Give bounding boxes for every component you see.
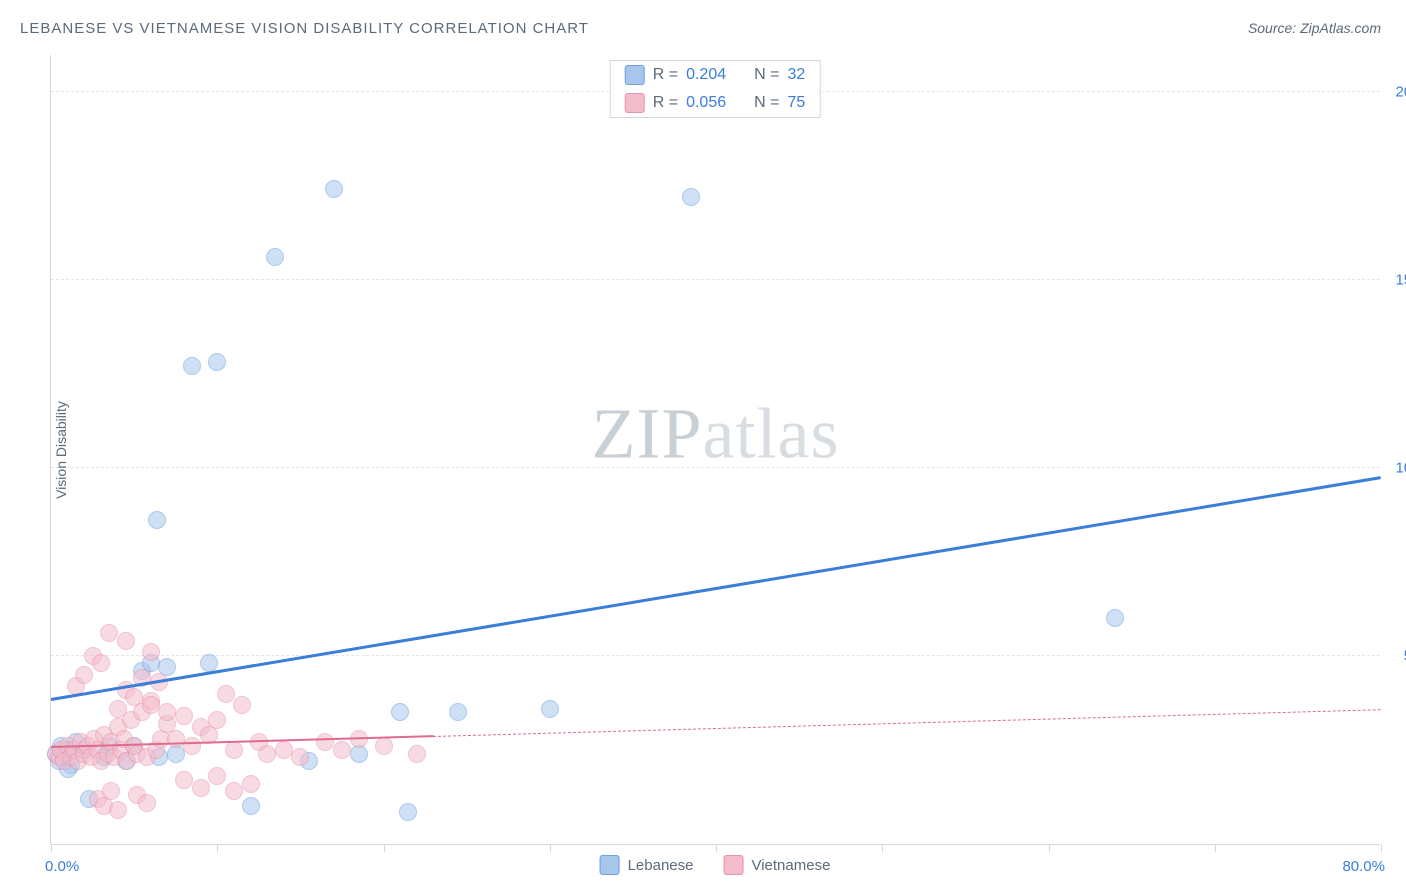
trend-line bbox=[51, 476, 1381, 701]
data-point bbox=[333, 741, 351, 759]
gridline bbox=[51, 655, 1380, 656]
data-point bbox=[1106, 609, 1124, 627]
series-legend: Lebanese Vietnamese bbox=[600, 855, 831, 875]
legend-swatch bbox=[600, 855, 620, 875]
data-point bbox=[233, 696, 251, 714]
data-point bbox=[399, 803, 417, 821]
stat-r-value: 0.204 bbox=[686, 66, 726, 84]
data-point bbox=[217, 685, 235, 703]
legend-swatch bbox=[625, 65, 645, 85]
stat-n-label: N = bbox=[754, 94, 779, 112]
data-point bbox=[125, 688, 143, 706]
y-axis-label: Vision Disability bbox=[53, 401, 69, 499]
x-tick bbox=[716, 844, 717, 852]
watermark: ZIPatlas bbox=[592, 392, 840, 475]
data-point bbox=[117, 632, 135, 650]
trend-line-dashed bbox=[433, 709, 1381, 737]
data-point bbox=[266, 248, 284, 266]
data-point bbox=[208, 767, 226, 785]
series-legend-item: Vietnamese bbox=[723, 855, 830, 875]
data-point bbox=[208, 353, 226, 371]
data-point bbox=[92, 654, 110, 672]
data-point bbox=[449, 703, 467, 721]
watermark-bold: ZIP bbox=[592, 393, 703, 473]
data-point bbox=[183, 737, 201, 755]
stat-r-label: R = bbox=[653, 66, 678, 84]
data-point bbox=[291, 748, 309, 766]
y-tick-label: 10.0% bbox=[1395, 459, 1406, 476]
data-point bbox=[167, 730, 185, 748]
data-point bbox=[316, 733, 334, 751]
data-point bbox=[408, 745, 426, 763]
data-point bbox=[242, 797, 260, 815]
data-point bbox=[142, 696, 160, 714]
gridline bbox=[51, 467, 1380, 468]
gridline bbox=[51, 279, 1380, 280]
data-point bbox=[109, 700, 127, 718]
chart-title: LEBANESE VS VIETNAMESE VISION DISABILITY… bbox=[20, 20, 589, 37]
plot-box: ZIPatlas 5.0%10.0%15.0%20.0% bbox=[50, 55, 1380, 845]
data-point bbox=[258, 745, 276, 763]
data-point bbox=[391, 703, 409, 721]
x-tick bbox=[550, 844, 551, 852]
x-tick bbox=[51, 844, 52, 852]
data-point bbox=[175, 707, 193, 725]
data-point bbox=[225, 741, 243, 759]
data-point bbox=[275, 741, 293, 759]
stat-r-value: 0.056 bbox=[686, 94, 726, 112]
data-point bbox=[192, 779, 210, 797]
x-tick bbox=[1215, 844, 1216, 852]
legend-swatch bbox=[625, 93, 645, 113]
series-legend-item: Lebanese bbox=[600, 855, 694, 875]
x-tick bbox=[1049, 844, 1050, 852]
data-point bbox=[325, 180, 343, 198]
series-legend-label: Lebanese bbox=[628, 857, 694, 874]
data-point bbox=[109, 801, 127, 819]
data-point bbox=[148, 511, 166, 529]
x-tick bbox=[384, 844, 385, 852]
x-tick bbox=[882, 844, 883, 852]
series-legend-label: Vietnamese bbox=[751, 857, 830, 874]
x-tick bbox=[217, 844, 218, 852]
source-label: Source: ZipAtlas.com bbox=[1248, 20, 1381, 36]
chart-area: ZIPatlas 5.0%10.0%15.0%20.0% Vision Disa… bbox=[50, 55, 1380, 845]
stat-n-label: N = bbox=[754, 66, 779, 84]
y-tick-label: 20.0% bbox=[1395, 83, 1406, 100]
y-tick-label: 15.0% bbox=[1395, 271, 1406, 288]
data-point bbox=[225, 782, 243, 800]
x-axis-max-label: 80.0% bbox=[1342, 858, 1385, 875]
stat-n-value: 75 bbox=[787, 94, 805, 112]
data-point bbox=[175, 771, 193, 789]
stat-r-label: R = bbox=[653, 94, 678, 112]
stats-legend: R = 0.204 N = 32 R = 0.056 N = 75 bbox=[610, 60, 821, 118]
data-point bbox=[375, 737, 393, 755]
data-point bbox=[100, 624, 118, 642]
data-point bbox=[541, 700, 559, 718]
data-point bbox=[183, 357, 201, 375]
data-point bbox=[682, 188, 700, 206]
data-point bbox=[242, 775, 260, 793]
data-point bbox=[102, 782, 120, 800]
legend-swatch bbox=[723, 855, 743, 875]
stat-n-value: 32 bbox=[787, 66, 805, 84]
x-tick bbox=[1381, 844, 1382, 852]
data-point bbox=[138, 794, 156, 812]
x-axis-min-label: 0.0% bbox=[45, 858, 79, 875]
data-point bbox=[75, 666, 93, 684]
data-point bbox=[158, 703, 176, 721]
stats-legend-row: R = 0.056 N = 75 bbox=[611, 89, 820, 117]
data-point bbox=[208, 711, 226, 729]
watermark-rest: atlas bbox=[703, 393, 840, 473]
stats-legend-row: R = 0.204 N = 32 bbox=[611, 61, 820, 89]
data-point bbox=[142, 643, 160, 661]
